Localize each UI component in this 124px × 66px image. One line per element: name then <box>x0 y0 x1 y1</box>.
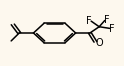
Text: F: F <box>109 24 115 34</box>
Text: F: F <box>86 16 92 26</box>
Text: F: F <box>104 15 109 25</box>
Text: O: O <box>95 38 103 48</box>
